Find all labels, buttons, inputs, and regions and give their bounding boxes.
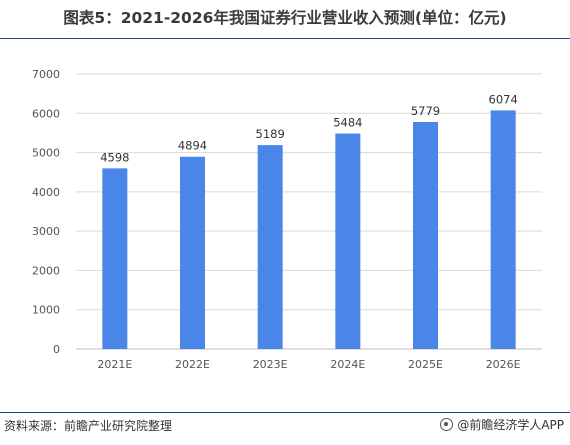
y-tick-label: 2000	[32, 264, 60, 277]
bar-2022E	[180, 156, 205, 349]
chart-title: 图表5：2021-2026年我国证券行业营业收入预测(单位：亿元)	[63, 9, 507, 27]
y-tick-label: 1000	[32, 304, 60, 317]
y-tick-label: 5000	[32, 147, 60, 160]
x-tick-label-2023E: 2023E	[253, 358, 288, 371]
value-label-2024E: 5484	[333, 116, 362, 130]
value-label-2025E: 5779	[411, 104, 440, 118]
value-label-2026E: 6074	[489, 92, 518, 106]
x-tick-label-2024E: 2024E	[330, 358, 365, 371]
bar-2021E	[102, 168, 128, 349]
x-tick-label-2021E: 2021E	[97, 358, 132, 371]
x-tick-label-2022E: 2022E	[175, 358, 210, 371]
y-tick-label: 6000	[32, 107, 60, 120]
source-note: 资料来源：前瞻产业研究院整理	[4, 419, 173, 433]
y-tick-label: 7000	[32, 68, 60, 81]
x-tick-label-2025E: 2025E	[408, 358, 443, 371]
value-label-2023E: 5189	[256, 127, 285, 141]
y-tick-label: 4000	[32, 186, 60, 199]
grid-lines	[76, 73, 542, 350]
title-divider	[0, 38, 570, 39]
bar-2026E	[490, 110, 516, 349]
bar-2024E	[335, 133, 361, 349]
x-axis-ticks: 2021E 2022E 2023E 2024E 2025E 2026E	[97, 358, 520, 371]
x-tick-label-2026E: 2026E	[486, 358, 521, 371]
bar-2023E	[257, 145, 283, 349]
y-tick-label: 3000	[32, 225, 60, 238]
brand-text: @前瞻经济学人APP	[457, 418, 564, 432]
value-label-2021E: 4598	[100, 150, 129, 164]
y-tick-label: 0	[53, 343, 60, 356]
y-axis-ticks: 0 1000 2000 3000 4000 5000 6000 7000	[32, 68, 60, 356]
brand-logo-icon	[440, 418, 454, 431]
bar-2025E	[413, 121, 438, 349]
bar-chart: 0 1000 2000 3000 4000 5000 6000 7000 4598 4894 51…	[32, 68, 542, 371]
brand-credit: @前瞻经济学人APP	[440, 416, 564, 433]
bars	[102, 110, 516, 349]
footer-divider	[0, 412, 570, 413]
value-label-2022E: 4894	[178, 139, 207, 153]
value-labels: 4598 4894 5189 5484 5779 6074	[100, 92, 518, 164]
